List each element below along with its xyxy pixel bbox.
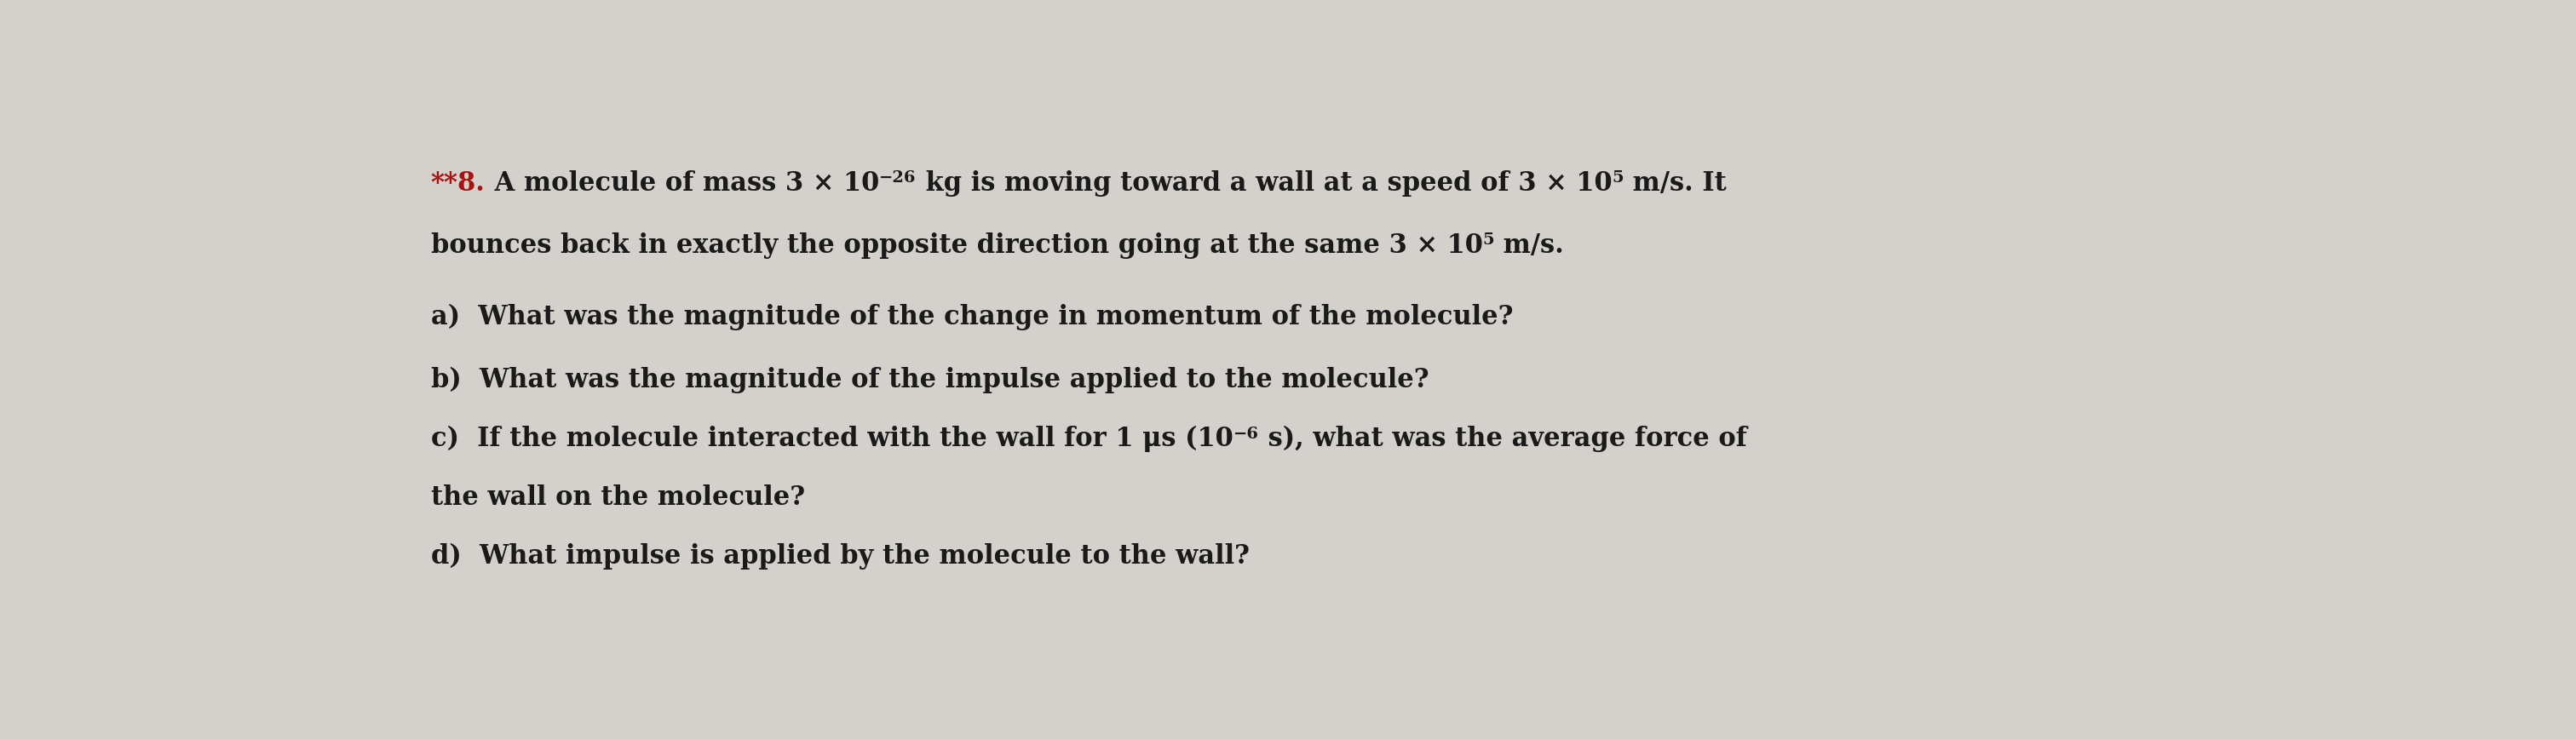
Text: a)  What was the magnitude of the change in momentum of the molecule?: a) What was the magnitude of the change … <box>430 304 1512 330</box>
Text: **8.: **8. <box>430 170 484 197</box>
Text: 5: 5 <box>1613 171 1623 185</box>
Text: b)  What was the magnitude of the impulse applied to the molecule?: b) What was the magnitude of the impulse… <box>430 367 1430 393</box>
Text: −26: −26 <box>878 171 917 185</box>
Text: d)  What impulse is applied by the molecule to the wall?: d) What impulse is applied by the molecu… <box>430 543 1249 570</box>
Text: s), what was the average force of: s), what was the average force of <box>1260 426 1747 452</box>
Text: bounces back in exactly the opposite direction going at the same 3 × 10: bounces back in exactly the opposite dir… <box>430 232 1484 259</box>
Text: m/s.: m/s. <box>1494 232 1564 259</box>
Text: A molecule of mass 3 × 10: A molecule of mass 3 × 10 <box>484 170 878 197</box>
Text: c)  If the molecule interacted with the wall for 1 μs (10: c) If the molecule interacted with the w… <box>430 426 1234 452</box>
Text: −6: −6 <box>1234 426 1260 441</box>
Text: m/s. It: m/s. It <box>1623 170 1726 197</box>
Text: the wall on the molecule?: the wall on the molecule? <box>430 485 804 511</box>
Text: kg is moving toward a wall at a speed of 3 × 10: kg is moving toward a wall at a speed of… <box>917 170 1613 197</box>
Text: 5: 5 <box>1484 233 1494 248</box>
